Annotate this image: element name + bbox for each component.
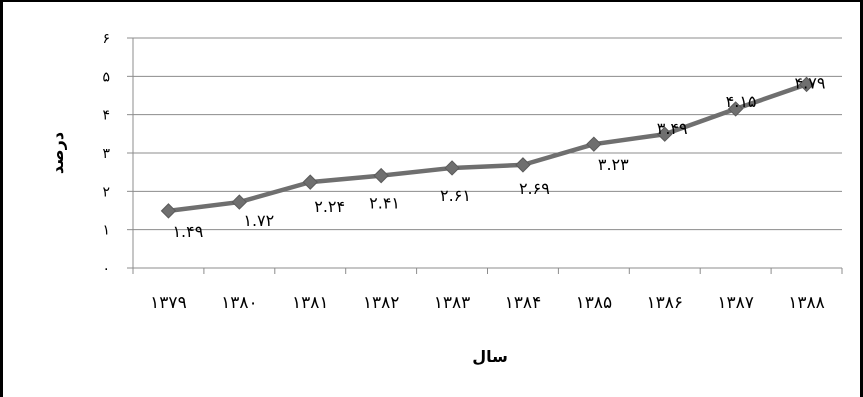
x-tick-label: ۱۳۸۴ <box>505 293 542 313</box>
x-tick-label: ۱۳۷۹ <box>150 293 187 313</box>
y-tick-labels: ۰ ۱ ۲ ۳ ۴ ۵ ۶ <box>102 31 110 277</box>
data-label: ۲.۶۱ <box>440 186 471 205</box>
series-layer <box>160 76 815 219</box>
y-tick-label: ۴ <box>102 108 110 124</box>
x-tick-label: ۱۳۸۶ <box>646 293 683 313</box>
y-tick-label: ۰ <box>102 261 110 277</box>
x-axis-title: سال <box>472 347 508 366</box>
data-label: ۲.۴۱ <box>369 194 400 213</box>
data-label: ۳.۲۳ <box>598 155 629 174</box>
data-label: ۴.۱۵ <box>726 92 757 111</box>
y-axis-title: درصد <box>48 132 67 174</box>
data-labels: ۱.۴۹ ۱.۷۲ ۲.۲۴ ۲.۴۱ ۲.۶۱ ۲.۶۹ ۳.۲۳ ۳.۴۹ ۴.۱۵ ۴.۷۹ <box>172 73 825 241</box>
data-point-marker <box>231 194 248 210</box>
data-point-marker <box>586 136 602 152</box>
data-label: ۱.۷۲ <box>243 211 274 230</box>
y-tick-label: ۲ <box>102 184 110 200</box>
grid-layer <box>133 37 842 231</box>
x-tick-labels: ۱۳۷۹ ۱۳۸۰ ۱۳۸۱ ۱۳۸۲ ۱۳۸۳ ۱۳۸۴ ۱۳۸۵ ۱۳۸۶ ۱۳۸۷ ۱۳۸۸ <box>150 293 825 313</box>
x-tick-label: ۱۳۸۸ <box>788 293 825 313</box>
x-tick-label: ۱۳۸۳ <box>434 293 471 313</box>
data-point-marker <box>798 76 815 93</box>
data-label: ۴.۷۹ <box>795 73 826 92</box>
x-tick-label: ۱۳۸۱ <box>292 293 329 313</box>
data-label: ۳.۴۹ <box>657 119 688 138</box>
x-tick-label: ۱۳۸۵ <box>576 293 613 313</box>
x-tick-label: ۱۳۸۷ <box>717 293 754 313</box>
y-tick-label: ۳ <box>102 146 110 162</box>
data-label: ۲.۶۹ <box>519 179 550 198</box>
y-tick-label: ۵ <box>102 69 110 85</box>
data-label: ۱.۴۹ <box>172 222 203 241</box>
data-point-marker <box>727 101 744 117</box>
data-point-marker <box>373 167 389 184</box>
data-point-marker <box>302 174 318 190</box>
axis-layer <box>127 37 843 274</box>
data-label: ۲.۲۴ <box>314 197 345 216</box>
y-tick-label: ۶ <box>102 31 110 47</box>
x-tick-label: ۱۳۸۰ <box>221 293 258 313</box>
data-point-marker <box>515 157 531 173</box>
data-point-marker <box>444 160 460 176</box>
x-tick-label: ۱۳۸۲ <box>363 293 400 313</box>
series-line <box>168 82 808 214</box>
data-point-marker <box>160 203 177 219</box>
data-point-marker <box>657 126 673 142</box>
y-tick-label: ۱ <box>102 223 110 239</box>
